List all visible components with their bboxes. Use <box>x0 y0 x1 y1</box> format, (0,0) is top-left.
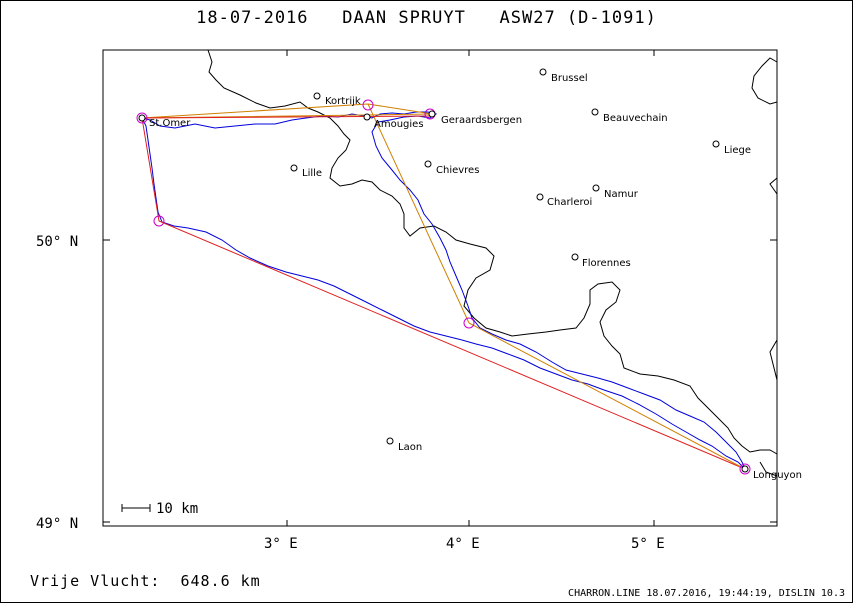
place-dot <box>571 253 579 261</box>
program-info: CHARRON.LINE 18.07.2016, 19:44:19, DISLI… <box>568 588 845 599</box>
place-label: Liege <box>724 145 751 156</box>
place-label: Beauvechain <box>603 113 668 124</box>
free-flight-distance: Vrije Vlucht: 648.6 km <box>30 572 261 590</box>
place-dot <box>386 437 394 445</box>
place-dot <box>313 92 321 100</box>
place-dot <box>741 465 749 473</box>
place-dot <box>424 160 432 168</box>
turnpoint-marker <box>136 112 148 124</box>
flight-track <box>141 111 747 471</box>
y-tick-label: 50° N <box>36 234 78 250</box>
place-label: Chievres <box>436 165 479 176</box>
place-label: Geraardsbergen <box>441 115 522 126</box>
place-dot <box>591 108 599 116</box>
place-label: Lille <box>302 168 322 179</box>
place-dot <box>539 68 547 76</box>
x-tick-label: 4° E <box>446 536 480 552</box>
place-dot <box>428 110 436 118</box>
place-label: Amougies <box>374 119 424 130</box>
turnpoint-marker <box>153 215 165 227</box>
place-dot <box>290 164 298 172</box>
y-tick-label: 49° N <box>36 516 78 532</box>
place-dot <box>138 114 146 122</box>
place-label: Longuyon <box>753 470 802 481</box>
place-label: Charleroi <box>547 197 592 208</box>
plot-area <box>102 49 778 527</box>
place-label: Kortrijk <box>325 96 361 107</box>
axis-ticks <box>103 50 777 526</box>
place-label: Florennes <box>582 258 631 269</box>
turnpoints <box>136 99 751 475</box>
place-dot <box>536 193 544 201</box>
scale-bar: 10 km <box>121 501 198 517</box>
turnpoint-marker <box>463 317 475 329</box>
x-tick-label: 3° E <box>264 536 298 552</box>
turnpoint-marker <box>739 463 751 475</box>
place-label: Brussel <box>551 73 588 84</box>
place-label: St.Omer <box>149 118 191 129</box>
place-dot <box>592 184 600 192</box>
place-label: Laon <box>398 442 422 453</box>
country-borders <box>207 49 778 477</box>
x-tick-label: 5° E <box>631 536 665 552</box>
places-layer: Brussel Kortrijk St.Omer Geraardsbergen … <box>138 68 802 481</box>
turnpoint-marker <box>362 99 374 111</box>
place-dot <box>712 140 720 148</box>
task-legs <box>141 103 746 470</box>
place-label: Namur <box>604 189 639 200</box>
scale-bar-label: 10 km <box>156 501 198 517</box>
flight-title: 18-07-2016 DAAN SPRUYT ASW27 (D-1091) <box>196 8 657 28</box>
place-dot <box>363 113 371 121</box>
